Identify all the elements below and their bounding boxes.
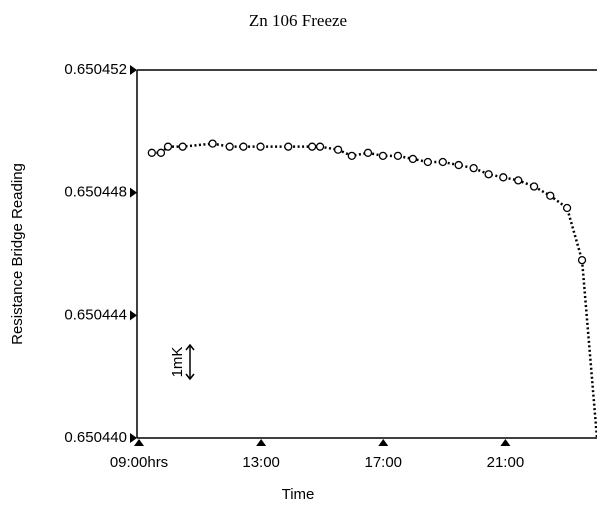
y-tick-label: 0.650440 bbox=[64, 429, 127, 446]
data-point bbox=[363, 148, 373, 157]
scale-annotation: 1mK bbox=[169, 347, 186, 378]
data-point bbox=[208, 139, 217, 148]
data-point bbox=[408, 154, 418, 164]
data-point bbox=[529, 182, 539, 191]
data-point bbox=[499, 173, 508, 182]
y-tick bbox=[130, 65, 137, 75]
data-point bbox=[163, 142, 173, 151]
data-point bbox=[178, 142, 187, 151]
x-tick-label: 13:00 bbox=[242, 454, 280, 471]
data-line-tail bbox=[580, 260, 597, 439]
x-tick-label: 09:00hrs bbox=[110, 454, 168, 471]
x-tick-label: 21:00 bbox=[487, 454, 525, 471]
data-point bbox=[307, 142, 317, 151]
data-point bbox=[562, 203, 572, 213]
x-tick bbox=[256, 439, 267, 446]
data-point bbox=[147, 148, 156, 157]
chart-title: Zn 106 Freeze bbox=[249, 11, 347, 30]
y-axis-label: Resistance Bridge Reading bbox=[9, 163, 26, 345]
x-tick bbox=[134, 439, 144, 446]
data-point bbox=[577, 255, 587, 265]
data-point bbox=[484, 170, 493, 179]
data-point bbox=[438, 157, 447, 167]
data-point bbox=[156, 148, 166, 157]
data-point bbox=[393, 151, 403, 161]
y-tick bbox=[130, 187, 137, 198]
y-tick-label: 0.650448 bbox=[64, 184, 127, 201]
data-point bbox=[239, 142, 248, 151]
scale-arrow bbox=[185, 343, 195, 381]
data-line bbox=[151, 142, 584, 261]
x-tick-label: 17:00 bbox=[364, 454, 402, 471]
y-tick-label: 0.650452 bbox=[64, 61, 127, 78]
data-point bbox=[284, 142, 293, 151]
data-point bbox=[546, 191, 555, 200]
y-tick bbox=[130, 310, 137, 321]
data-point bbox=[454, 160, 463, 170]
data-point bbox=[423, 157, 432, 167]
data-point bbox=[256, 142, 265, 151]
data-point bbox=[469, 163, 478, 173]
x-tick bbox=[500, 439, 511, 446]
y-tick-label: 0.650444 bbox=[64, 306, 127, 323]
data-point bbox=[333, 145, 343, 154]
data-point bbox=[315, 142, 325, 151]
x-axis-label: Time bbox=[282, 486, 315, 503]
x-tick bbox=[378, 439, 389, 446]
data-point bbox=[347, 151, 356, 161]
data-point bbox=[378, 151, 388, 161]
y-tick bbox=[130, 433, 137, 443]
data-point bbox=[514, 176, 523, 185]
data-point bbox=[225, 142, 234, 151]
